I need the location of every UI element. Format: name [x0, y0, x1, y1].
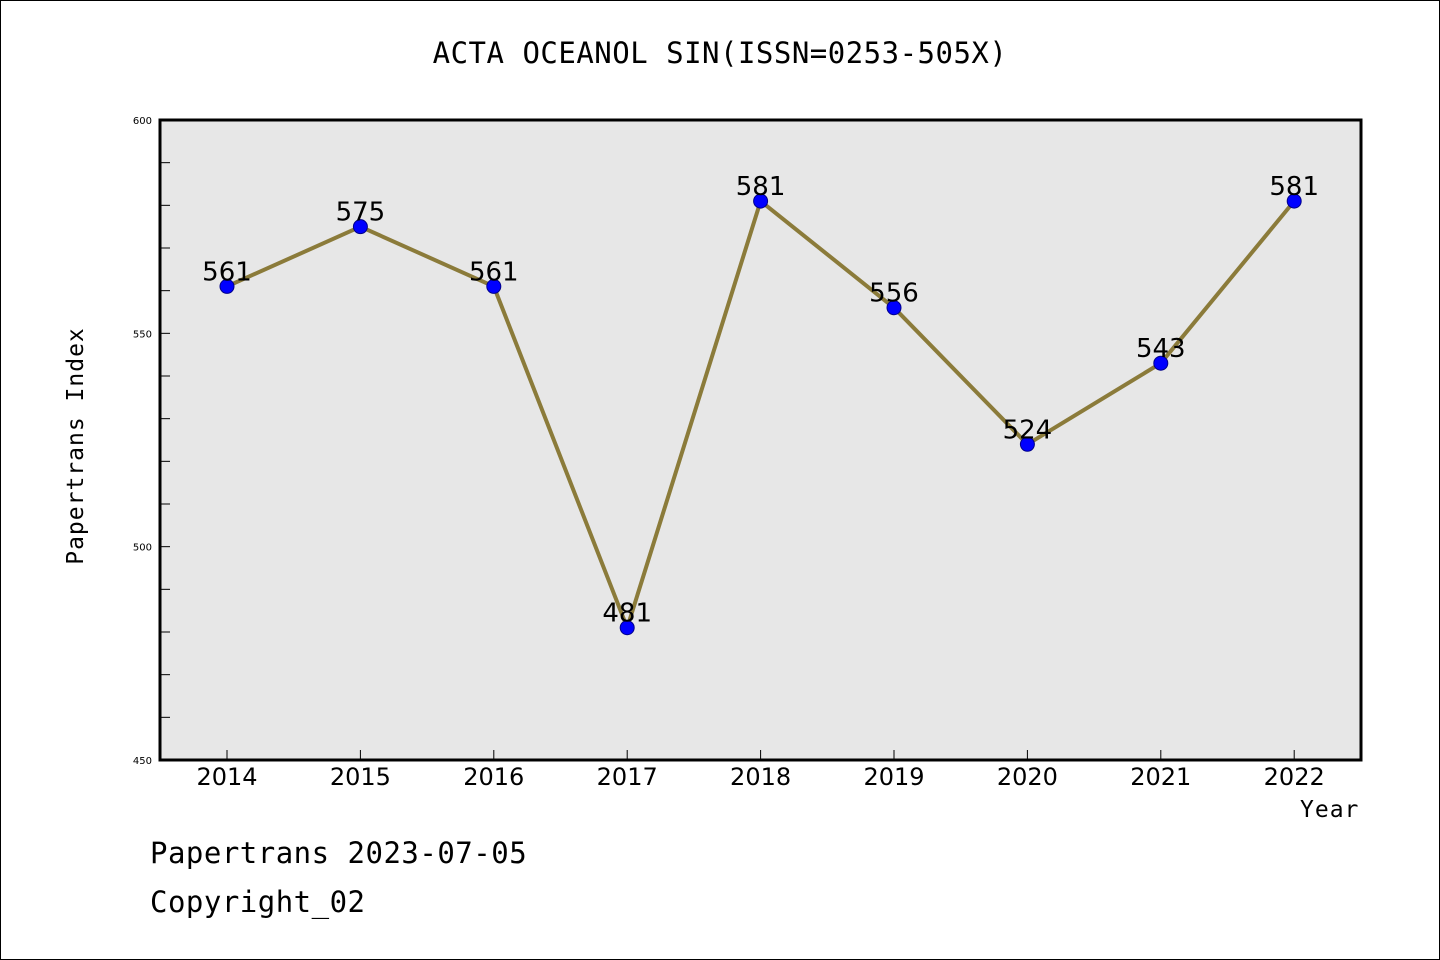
data-label: 543	[1136, 334, 1186, 364]
data-label: 561	[469, 257, 519, 287]
data-label: 561	[202, 257, 252, 287]
x-tick-label: 2018	[730, 763, 791, 791]
y-tick-label: 450	[133, 756, 152, 767]
chart-title: ACTA OCEANOL SIN(ISSN=0253-505X)	[432, 36, 1008, 70]
data-label: 481	[602, 599, 652, 629]
data-point	[352, 219, 368, 235]
footer-date: Papertrans 2023-07-05	[150, 836, 528, 870]
data-point	[1019, 436, 1035, 452]
x-tick-label: 2020	[997, 763, 1058, 791]
data-label: 556	[869, 279, 919, 309]
data-label: 581	[736, 172, 786, 202]
x-tick-label: 2021	[1130, 763, 1191, 791]
data-point	[219, 278, 235, 294]
x-tick-label: 2019	[863, 763, 924, 791]
plot-area	[158, 118, 1363, 762]
footer-copyright: Copyright_02	[150, 885, 366, 919]
data-label: 581	[1269, 172, 1319, 202]
y-axis-ticks: 450 500 550 600	[133, 116, 170, 767]
x-tick-label: 2017	[597, 763, 658, 791]
x-tick-label: 2022	[1264, 763, 1325, 791]
data-label: 524	[1003, 415, 1053, 445]
y-tick-label: 600	[133, 116, 152, 127]
y-tick-label: 500	[133, 543, 152, 554]
data-point	[619, 620, 635, 636]
x-axis-ticks: 2014 2015 2016 2017 2018 2019 2020 2021 2022	[196, 750, 1325, 791]
data-point	[1286, 193, 1302, 209]
data-markers	[219, 193, 1302, 636]
x-tick-label: 2016	[463, 763, 524, 791]
data-point	[886, 300, 902, 316]
data-label: 575	[336, 198, 386, 228]
data-labels: 561 575 561 481 581 556 524 543 581	[202, 172, 1319, 629]
data-point	[753, 193, 769, 209]
x-tick-label: 2015	[330, 763, 391, 791]
y-tick-label: 550	[133, 329, 152, 340]
x-axis-label: Year	[1300, 797, 1360, 823]
data-point	[1153, 355, 1169, 371]
x-tick-label: 2014	[196, 763, 257, 791]
data-point	[486, 278, 502, 294]
